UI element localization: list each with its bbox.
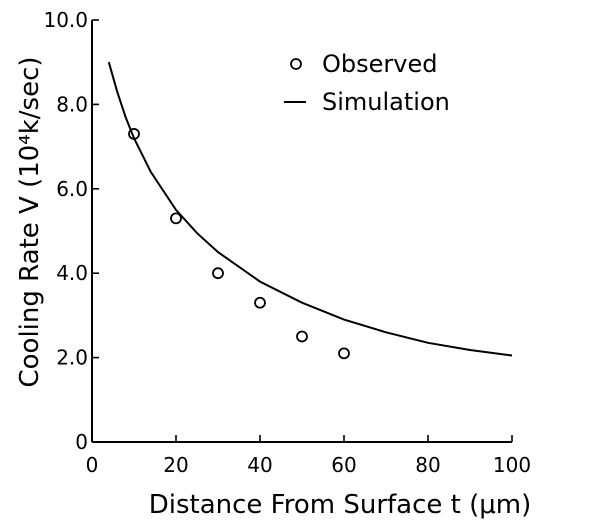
x-tick-label: 20 <box>163 453 188 477</box>
axes <box>91 20 512 443</box>
y-tick-label: 6.0 <box>56 177 88 201</box>
x-axis-title: Distance From Surface t (μm) <box>149 490 532 520</box>
y-tick-label: 8.0 <box>56 92 88 116</box>
y-tick-label: 4.0 <box>56 261 88 285</box>
observed-point <box>212 267 224 280</box>
x-tick-label: 100 <box>493 453 531 477</box>
series-layer <box>107 61 513 360</box>
legend-label-observed: Observed <box>322 50 437 78</box>
y-tick-label: 10.0 <box>43 8 88 32</box>
y-tick-label: 2.0 <box>56 346 88 370</box>
x-tick-label: 60 <box>331 453 356 477</box>
y-axis-title: Cooling Rate V (10⁴k/sec) <box>15 56 45 387</box>
x-tick-label: 0 <box>86 453 99 477</box>
observed-point <box>254 296 266 309</box>
legend: Observed Simulation <box>284 50 450 116</box>
simulation-curve <box>107 61 513 357</box>
observed-point <box>170 212 182 225</box>
legend-label-simulation: Simulation <box>322 88 450 116</box>
observed-point <box>338 347 350 360</box>
y-tick-label: 0 <box>75 430 88 454</box>
observed-point <box>296 330 308 343</box>
tick-marks <box>91 19 513 443</box>
legend-marker-observed <box>290 58 302 70</box>
tick-labels: 0 20 40 60 80 100 0 2.0 4.0 6.0 8.0 10.0 <box>43 8 531 477</box>
x-tick-label: 80 <box>415 453 440 477</box>
x-tick-label: 40 <box>247 453 272 477</box>
